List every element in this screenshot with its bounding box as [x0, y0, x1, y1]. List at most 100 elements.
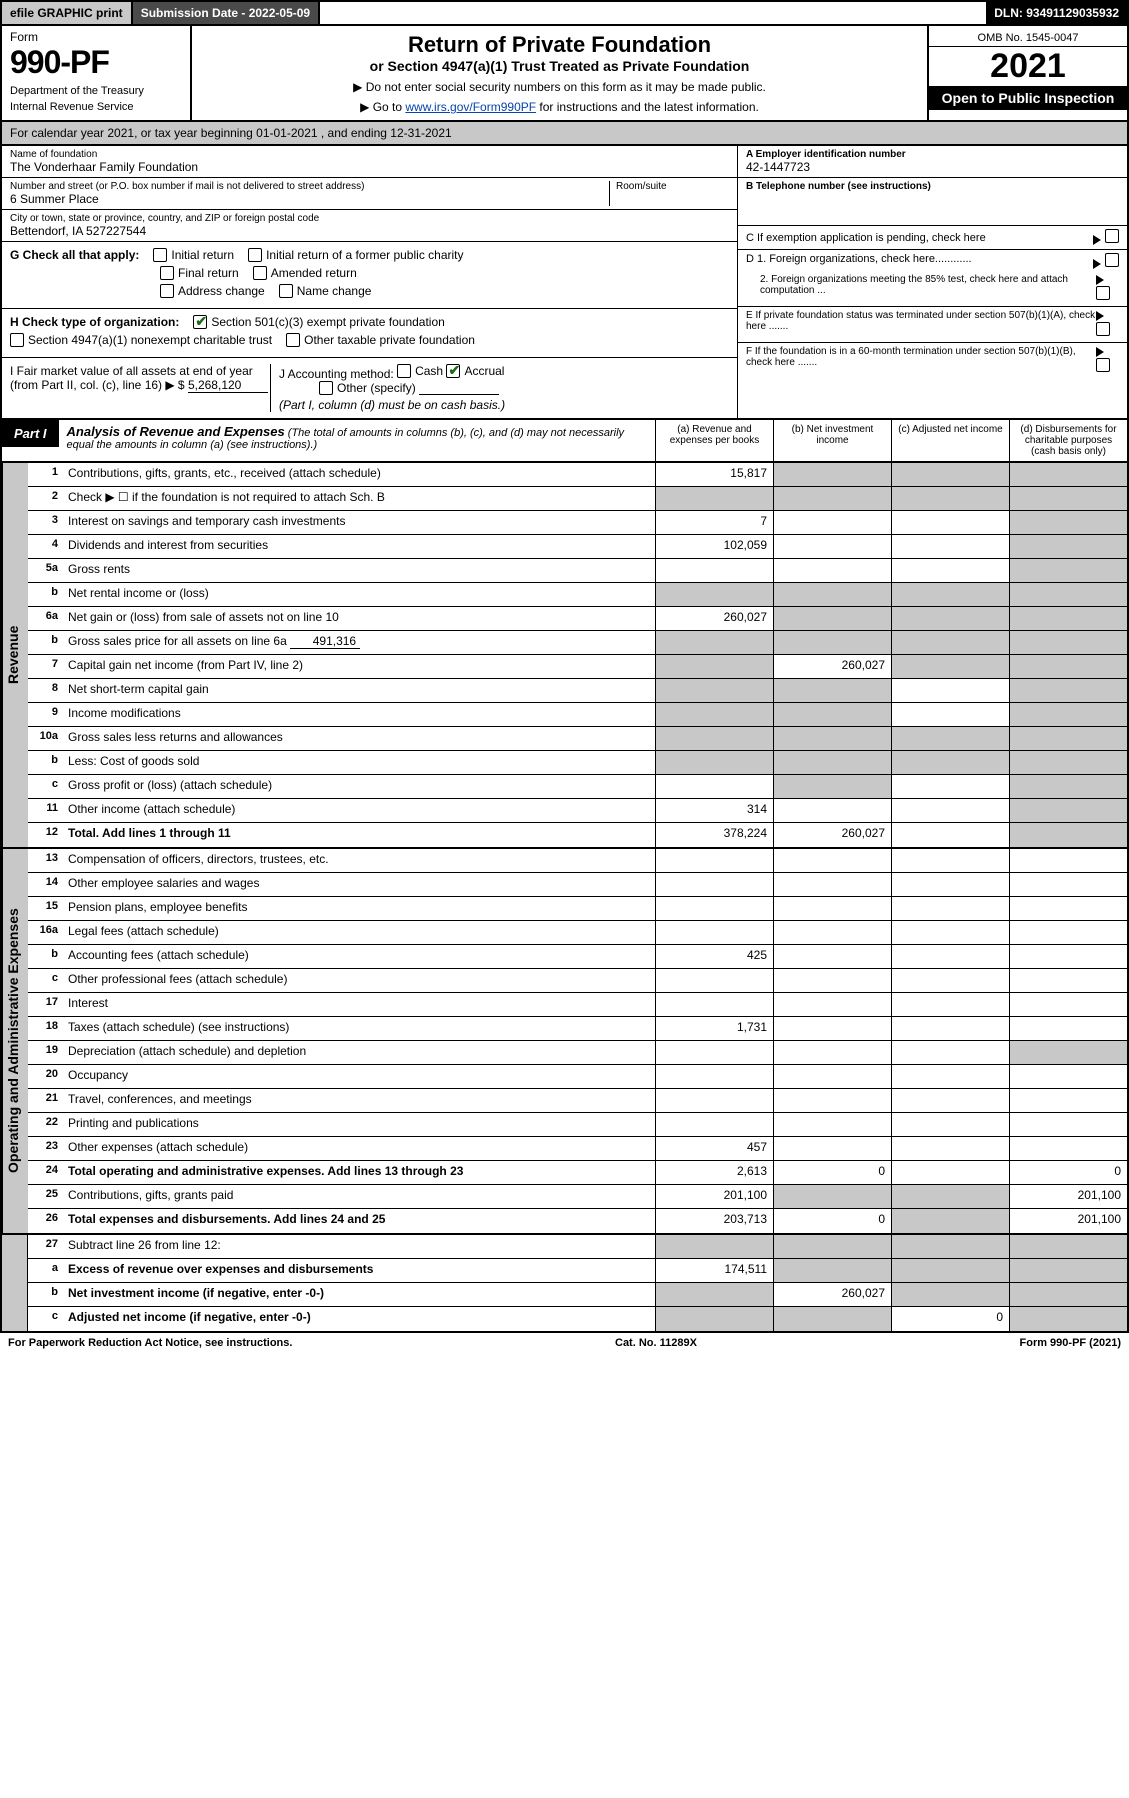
h-label: H Check type of organization: — [10, 315, 179, 329]
col-d-hdr: (d) Disbursements for charitable purpose… — [1009, 420, 1127, 461]
form-number: 990-PF — [10, 44, 182, 81]
i-j-row: I Fair market value of all assets at end… — [2, 358, 737, 418]
cb-other-taxable[interactable]: Other taxable private foundation — [286, 333, 475, 347]
cb-amended-return[interactable]: Amended return — [253, 266, 357, 280]
cb-address-change[interactable]: Address change — [160, 284, 265, 298]
line-6a: 6aNet gain or (loss) from sale of assets… — [28, 607, 1127, 631]
line-2: 2Check ▶ ☐ if the foundation is not requ… — [28, 487, 1127, 511]
line-15: 15Pension plans, employee benefits — [28, 897, 1127, 921]
arrow-icon — [1093, 259, 1101, 269]
arrow-icon — [1093, 235, 1101, 245]
line-21: 21Travel, conferences, and meetings — [28, 1089, 1127, 1113]
line-27: 27Subtract line 26 from line 12: — [28, 1235, 1127, 1259]
d-cell: D 1. Foreign organizations, check here..… — [738, 250, 1127, 307]
calyear-begin: 01-01-2021 — [256, 126, 317, 140]
i-value: 5,268,120 — [188, 378, 268, 393]
dln-label: DLN: 93491129035932 — [986, 2, 1127, 24]
addr-label: Number and street (or P.O. box number if… — [10, 181, 609, 192]
ein-cell: A Employer identification number 42-1447… — [738, 146, 1127, 178]
line-20: 20Occupancy — [28, 1065, 1127, 1089]
cb-accrual[interactable]: Accrual — [446, 364, 504, 378]
irs-link[interactable]: www.irs.gov/Form990PF — [405, 100, 536, 114]
summary-table: 27Subtract line 26 from line 12: aExcess… — [0, 1235, 1129, 1333]
line-16a: 16aLegal fees (attach schedule) — [28, 921, 1127, 945]
cb-cash[interactable]: Cash — [397, 364, 443, 378]
line-19: 19Depreciation (attach schedule) and dep… — [28, 1041, 1127, 1065]
city-label: City or town, state or province, country… — [10, 213, 729, 224]
line-10a: 10aGross sales less returns and allowanc… — [28, 727, 1127, 751]
omb-no: OMB No. 1545-0047 — [929, 30, 1127, 47]
info-grid: Name of foundation The Vonderhaar Family… — [0, 146, 1129, 420]
foundation-name-cell: Name of foundation The Vonderhaar Family… — [2, 146, 737, 178]
line-b: bLess: Cost of goods sold — [28, 751, 1127, 775]
line-b: bNet investment income (if negative, ent… — [28, 1283, 1127, 1307]
line-c: cGross profit or (loss) (attach schedule… — [28, 775, 1127, 799]
line-b: bAccounting fees (attach schedule) 425 — [28, 945, 1127, 969]
cb-f[interactable] — [1096, 358, 1110, 372]
form-title: Return of Private Foundation — [202, 32, 917, 58]
irs-label: Internal Revenue Service — [10, 101, 182, 113]
page-footer: For Paperwork Reduction Act Notice, see … — [0, 1333, 1129, 1353]
line-8: 8Net short-term capital gain — [28, 679, 1127, 703]
col-headers: (a) Revenue and expenses per books (b) N… — [655, 420, 1127, 461]
name-value: The Vonderhaar Family Foundation — [10, 160, 729, 174]
cb-name-change[interactable]: Name change — [279, 284, 372, 298]
arrow-icon — [1096, 311, 1104, 321]
form-header: Form 990-PF Department of the Treasury I… — [0, 26, 1129, 122]
line-26: 26Total expenses and disbursements. Add … — [28, 1209, 1127, 1233]
line-c: cAdjusted net income (if negative, enter… — [28, 1307, 1127, 1331]
header-right: OMB No. 1545-0047 2021 Open to Public In… — [927, 26, 1127, 120]
cb-initial-former[interactable]: Initial return of a former public charit… — [248, 248, 463, 262]
cb-final-return[interactable]: Final return — [160, 266, 239, 280]
calyear-end: 12-31-2021 — [390, 126, 451, 140]
cb-e[interactable] — [1096, 322, 1110, 336]
name-label: Name of foundation — [10, 149, 729, 160]
efile-label[interactable]: efile GRAPHIC print — [2, 2, 133, 24]
form-subtitle: or Section 4947(a)(1) Trust Treated as P… — [202, 58, 917, 74]
cb-4947a1[interactable]: Section 4947(a)(1) nonexempt charitable … — [10, 333, 272, 347]
c-cell: C If exemption application is pending, c… — [738, 226, 1127, 250]
line-7: 7Capital gain net income (from Part IV, … — [28, 655, 1127, 679]
line-22: 22Printing and publications — [28, 1113, 1127, 1137]
tax-year: 2021 — [929, 47, 1127, 86]
j-label: J Accounting method: — [279, 367, 394, 381]
g-label: G Check all that apply: — [10, 248, 139, 262]
cb-501c3[interactable]: Section 501(c)(3) exempt private foundat… — [193, 315, 444, 329]
calyear-pre: For calendar year 2021, or tax year begi… — [10, 126, 256, 140]
city-cell: City or town, state or province, country… — [2, 210, 737, 242]
ein-value: 42-1447723 — [746, 160, 1119, 174]
tel-label: B Telephone number (see instructions) — [746, 181, 931, 192]
calendar-year-row: For calendar year 2021, or tax year begi… — [0, 122, 1129, 146]
dept-treasury: Department of the Treasury — [10, 85, 182, 97]
cb-other-method[interactable]: Other (specify) — [319, 381, 416, 395]
line-12: 12Total. Add lines 1 through 11 378,2242… — [28, 823, 1127, 847]
submission-date: Submission Date - 2022-05-09 — [133, 2, 320, 24]
f-cell: F If the foundation is in a 60-month ter… — [738, 343, 1127, 378]
arrow-icon — [1096, 275, 1104, 285]
cb-c[interactable] — [1105, 229, 1119, 243]
j-note: (Part I, column (d) must be on cash basi… — [279, 398, 505, 412]
cb-d2[interactable] — [1096, 286, 1110, 300]
line-b: bNet rental income or (loss) — [28, 583, 1127, 607]
line-13: 13Compensation of officers, directors, t… — [28, 849, 1127, 873]
line-1: 1Contributions, gifts, grants, etc., rec… — [28, 463, 1127, 487]
info-right: A Employer identification number 42-1447… — [737, 146, 1127, 418]
d2-label: 2. Foreign organizations meeting the 85%… — [746, 274, 1096, 303]
city-value: Bettendorf, IA 527227544 — [10, 224, 729, 238]
room-label: Room/suite — [616, 181, 729, 192]
line-24: 24Total operating and administrative exp… — [28, 1161, 1127, 1185]
line-5a: 5aGross rents — [28, 559, 1127, 583]
cb-initial-return[interactable]: Initial return — [153, 248, 234, 262]
line-c: cOther professional fees (attach schedul… — [28, 969, 1127, 993]
g-checks: G Check all that apply: Initial return I… — [2, 242, 737, 309]
expenses-table: Operating and Administrative Expenses 13… — [0, 849, 1129, 1235]
address-cell: Number and street (or P.O. box number if… — [2, 178, 737, 210]
note2-pre: ▶ Go to — [360, 100, 405, 114]
part1-tag: Part I — [2, 420, 59, 447]
e-label: E If private foundation status was termi… — [746, 310, 1096, 339]
note2-post: for instructions and the latest informat… — [539, 100, 758, 114]
calyear-mid: , and ending — [321, 126, 390, 140]
cb-d1[interactable] — [1105, 253, 1119, 267]
header-left: Form 990-PF Department of the Treasury I… — [2, 26, 192, 120]
open-inspection: Open to Public Inspection — [929, 86, 1127, 110]
